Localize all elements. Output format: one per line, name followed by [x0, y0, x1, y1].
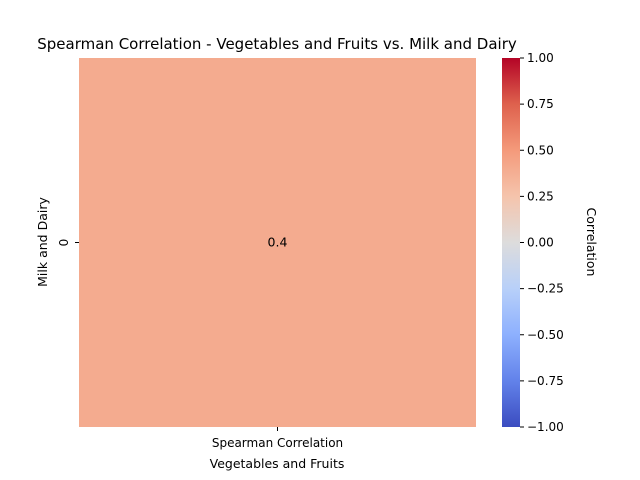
colorbar-gradient — [502, 58, 520, 427]
y-axis-ticks: 0 — [57, 239, 79, 247]
colorbar-tick-label: 0.50 — [527, 143, 554, 157]
colorbar-tick-label: 0.75 — [527, 97, 554, 111]
cell-annotation: 0.4 — [268, 235, 288, 250]
heatmap-cells: 0.4 — [79, 58, 476, 427]
colorbar-tick-label: 1.00 — [527, 51, 554, 65]
colorbar-label: Correlation — [584, 208, 599, 277]
colorbar: −1.00 −0.75 −0.50 −0.25 0.00 0.25 0.50 0.75 1.00… — [502, 51, 599, 434]
heatmap-cell — [79, 58, 476, 427]
chart-title: Spearman Correlation - Vegetables and Fr… — [37, 35, 517, 53]
colorbar-tick-label: 0.00 — [527, 236, 554, 250]
colorbar-tick-label: −0.50 — [527, 328, 564, 342]
colorbar-tick-label: −1.00 — [527, 420, 564, 434]
x-axis-label: Vegetables and Fruits — [210, 456, 345, 471]
x-axis-ticks: Spearman Correlation — [212, 427, 343, 450]
x-tick-label: Spearman Correlation — [212, 436, 343, 450]
colorbar-tick-label: −0.75 — [527, 374, 564, 388]
colorbar-tick-label: 0.25 — [527, 189, 554, 203]
y-tick-label: 0 — [57, 239, 71, 247]
colorbar-tick-label: −0.25 — [527, 282, 564, 296]
y-axis-label: Milk and Dairy — [35, 197, 50, 287]
colorbar-ticks: −1.00 −0.75 −0.50 −0.25 0.00 0.25 0.50 0.75 1.00 — [520, 51, 564, 434]
